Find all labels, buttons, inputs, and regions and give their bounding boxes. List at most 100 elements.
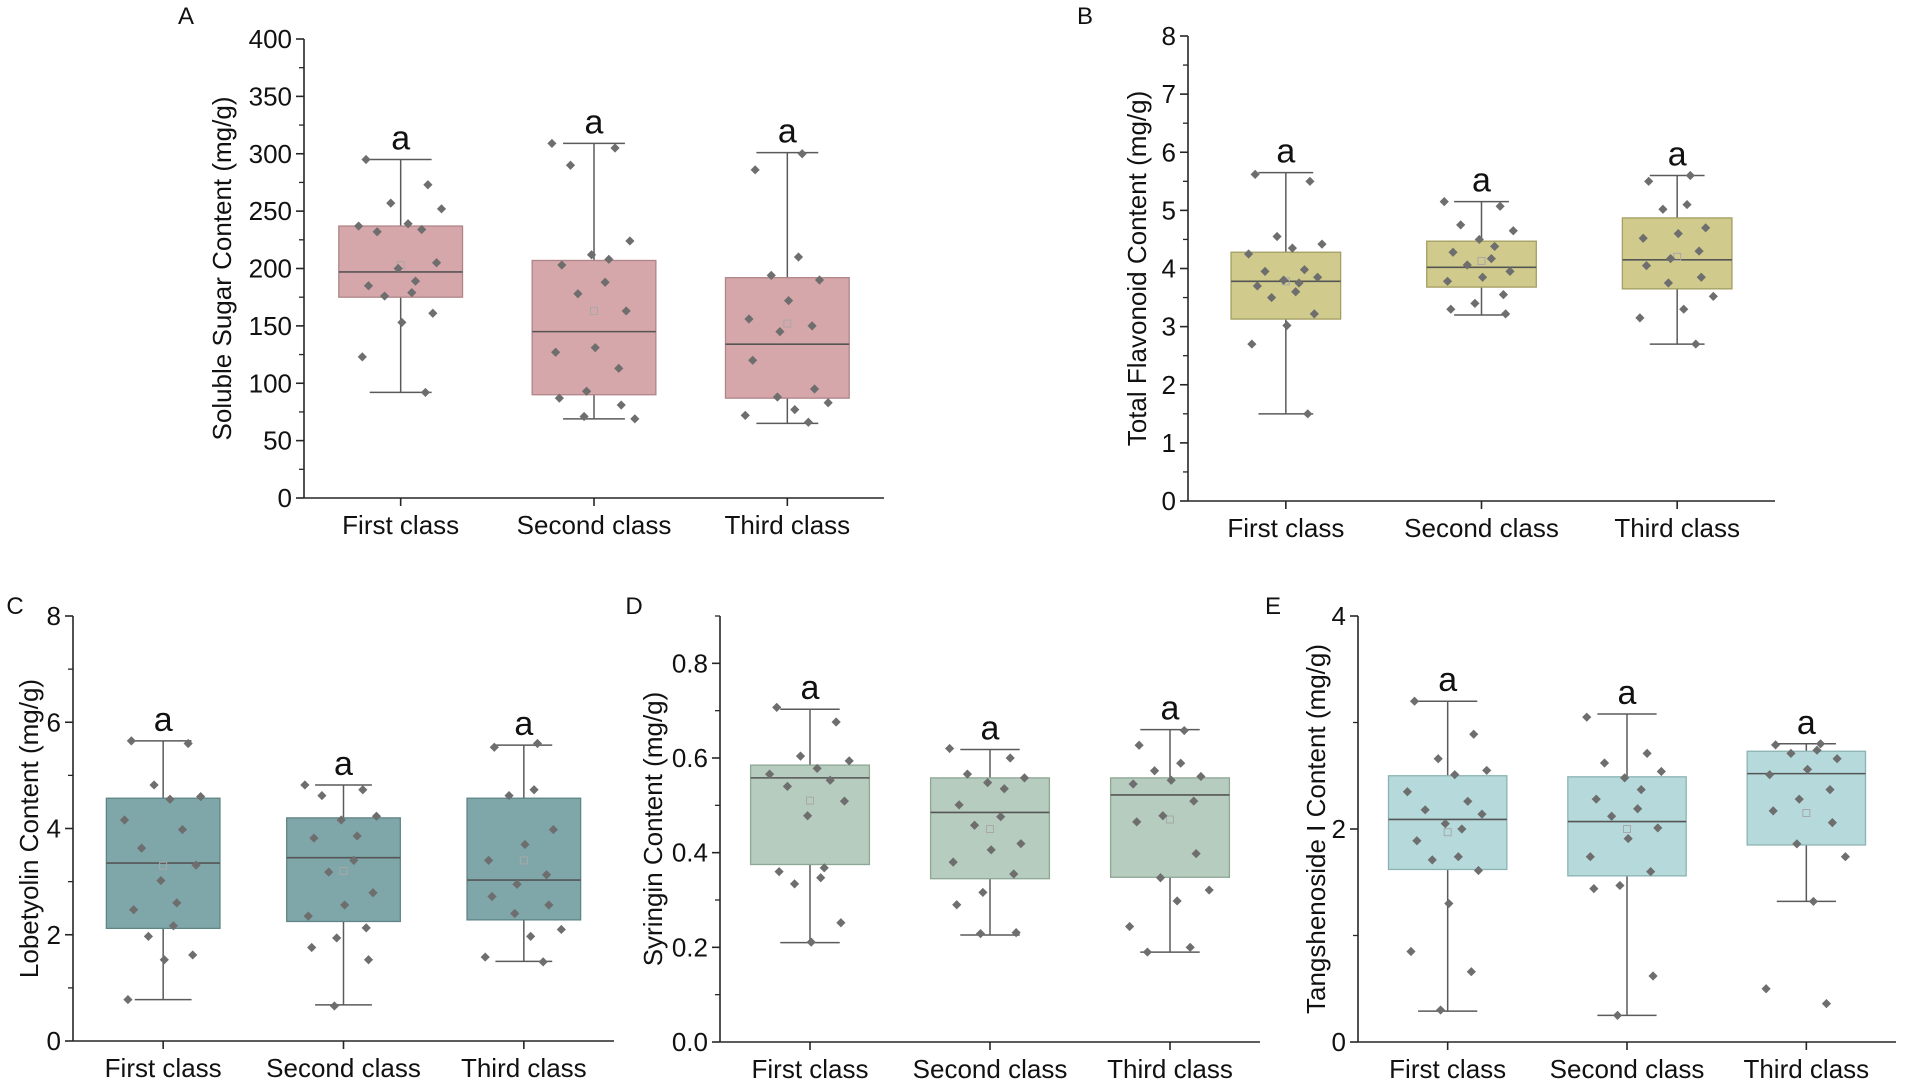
panel-a-point-second-class <box>610 143 620 153</box>
panel-c-mean-first-class <box>159 861 168 870</box>
panel-d-point-third-class <box>1196 771 1206 782</box>
panel-c-point-second-class <box>307 942 317 953</box>
panel-b-y-axis-label: Total Flavonoid Content (mg/g) <box>1122 91 1152 447</box>
panel-d-point-second-class <box>948 857 958 867</box>
panel-e-point-second-class <box>1591 794 1601 804</box>
panel-a-point-second-class <box>614 363 624 373</box>
panel-e-point-third-class <box>1812 745 1822 755</box>
panel-a-point-second-class <box>616 400 626 410</box>
panel-c-point-first-class <box>126 736 136 746</box>
panel-c-point-first-class <box>143 931 153 941</box>
panel-d-point-third-class <box>1149 766 1160 776</box>
panel-e-point-third-class <box>1825 784 1835 795</box>
panel-b-point-second-class <box>1462 260 1472 270</box>
panel-a-point-first-class <box>436 204 447 214</box>
panel-d-point-third-class <box>1191 849 1201 859</box>
panel-b-point-third-class <box>1701 223 1711 233</box>
panel-d-y-axis-label: Syringin Content (mg/g) <box>638 692 668 967</box>
panel-b-ytick-label: 7 <box>1162 79 1176 109</box>
panel-e-point-first-class <box>1433 754 1443 764</box>
panel-b-ytick-label: 4 <box>1162 254 1176 284</box>
panel-d-point-third-class <box>1176 758 1186 768</box>
panel-c-point-second-class <box>340 900 350 910</box>
panel-b-point-second-class <box>1448 247 1458 257</box>
panel-c-group-third-class: Third class a <box>461 705 587 1083</box>
panel-e-point-third-class <box>1815 739 1826 749</box>
panel-b-point-first-class <box>1287 243 1298 253</box>
panel-d-point-second-class <box>999 784 1009 794</box>
panel-c-point-second-class <box>303 911 313 921</box>
panel-b-point-second-class <box>1442 276 1453 286</box>
panel-c-point-second-class <box>363 955 374 965</box>
panel-e-point-third-class <box>1765 770 1775 780</box>
panel-c-point-second-class <box>324 867 334 877</box>
panel-b-point-second-class <box>1456 220 1466 230</box>
panel-e-category-label-first-class: First class <box>1389 1054 1506 1083</box>
panel-e-point-first-class <box>1453 852 1463 862</box>
panel-e-significance-third-class: a <box>1797 704 1816 742</box>
panel-d-point-first-class <box>782 781 793 791</box>
panel-a: A 0 50 100 150 200 250 300 350 400 Soluble Sugar C… <box>178 3 884 540</box>
panel-b-point-second-class <box>1477 272 1488 282</box>
panel-d-point-first-class <box>836 918 846 928</box>
panel-a-point-third-class <box>807 321 817 331</box>
panel-b-point-third-class <box>1665 254 1676 264</box>
panel-a-ytick-label: 350 <box>249 81 292 111</box>
panel-b-point-first-class <box>1294 278 1304 288</box>
panel-c-ytick-label: 2 <box>47 920 61 950</box>
panel-e-point-second-class <box>1646 867 1656 877</box>
panel-c-letter: C <box>6 593 23 620</box>
panel-e-point-first-class <box>1457 824 1467 834</box>
panel-a-point-third-class <box>793 252 804 262</box>
panel-e-point-third-class <box>1786 748 1796 758</box>
panel-c-point-first-class <box>172 898 182 908</box>
panel-a-point-first-class <box>357 352 367 362</box>
panel-d-point-first-class <box>839 796 850 806</box>
panel-e-point-second-class <box>1589 884 1599 894</box>
panel-e-point-second-class <box>1623 833 1633 844</box>
panel-a-point-third-class <box>790 405 800 415</box>
panel-a-point-second-class <box>573 289 583 299</box>
panel-e-point-third-class <box>1770 740 1781 750</box>
panel-a-ytick-label: 0 <box>278 483 292 513</box>
panel-c-point-first-class <box>119 815 130 825</box>
panel-d-point-second-class <box>986 845 996 855</box>
panel-e-point-first-class <box>1435 1005 1446 1015</box>
panel-d-point-first-class <box>831 717 841 727</box>
panel-c-point-third-class <box>510 908 520 919</box>
panel-d-mean-first-class <box>806 796 814 805</box>
panel-b-ytick-label: 2 <box>1162 370 1176 400</box>
panel-a-point-second-class <box>554 393 564 403</box>
panel-b-ytick-label: 3 <box>1162 312 1176 342</box>
panel-b-point-third-class <box>1679 304 1689 314</box>
panel-a-ytick-label: 200 <box>249 254 292 284</box>
panel-b-point-second-class <box>1508 226 1518 236</box>
panel-d-point-second-class <box>969 820 980 830</box>
panel-a-point-second-class <box>604 254 614 264</box>
panel-d-point-first-class <box>765 769 775 779</box>
panel-d-point-third-class <box>1132 817 1142 827</box>
panel-d-point-second-class <box>975 929 986 939</box>
panel-e-point-second-class <box>1582 712 1592 722</box>
panel-a-category-label-first-class: First class <box>342 510 459 540</box>
panel-b-point-third-class <box>1696 272 1706 282</box>
panel-e-point-second-class <box>1642 748 1652 758</box>
panel-d-point-second-class <box>952 900 962 910</box>
panel-e-point-third-class <box>1840 852 1850 862</box>
panel-b-point-third-class <box>1663 278 1674 288</box>
panel-d-point-third-class <box>1134 740 1144 750</box>
panel-b-ytick-label: 5 <box>1162 195 1176 225</box>
panel-b-point-third-class <box>1694 246 1704 256</box>
panel-e-point-second-class <box>1636 784 1646 795</box>
panel-d-group-third-class: Third class a <box>1107 690 1233 1083</box>
panel-e-point-first-class <box>1420 805 1430 815</box>
panel-c-point-third-class <box>544 900 554 910</box>
panel-b-point-second-class <box>1439 197 1449 207</box>
panel-e-point-first-class <box>1463 796 1473 806</box>
panel-c-point-third-class <box>484 855 494 865</box>
panel-d-point-third-class <box>1128 779 1138 789</box>
panel-a-point-first-class <box>393 263 403 274</box>
panel-a-y-axis-label: Soluble Sugar Content (mg/g) <box>207 97 237 441</box>
panel-d-point-first-class <box>819 863 829 873</box>
